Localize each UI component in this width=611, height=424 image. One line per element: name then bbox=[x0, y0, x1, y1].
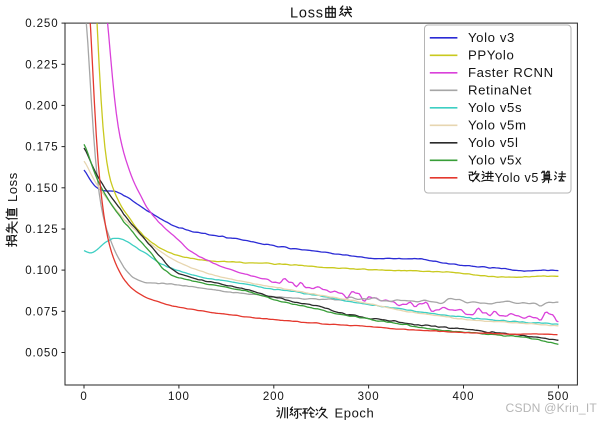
svg-text:500: 500 bbox=[547, 391, 569, 403]
svg-text:Loss: Loss bbox=[290, 6, 324, 22]
svg-text:300: 300 bbox=[358, 391, 380, 403]
svg-text:Yolo v5s: Yolo v5s bbox=[468, 100, 522, 115]
svg-text:Yolo v5: Yolo v5 bbox=[495, 171, 539, 185]
svg-text:200: 200 bbox=[263, 391, 285, 403]
svg-text:0: 0 bbox=[80, 391, 87, 403]
svg-text:100: 100 bbox=[168, 391, 190, 403]
svg-text:0.150: 0.150 bbox=[25, 183, 58, 195]
svg-text:Loss: Loss bbox=[5, 172, 20, 202]
svg-text:RetinaNet: RetinaNet bbox=[468, 83, 532, 98]
svg-text:0.050: 0.050 bbox=[25, 348, 58, 360]
svg-text:Yolo v5m: Yolo v5m bbox=[468, 118, 527, 133]
svg-text:0.125: 0.125 bbox=[25, 224, 58, 236]
svg-text:Yolo v5x: Yolo v5x bbox=[468, 153, 522, 168]
svg-text:0.075: 0.075 bbox=[25, 306, 58, 318]
svg-text:CSDN @Krin_IT: CSDN @Krin_IT bbox=[506, 401, 598, 415]
svg-text:0.250: 0.250 bbox=[25, 18, 58, 30]
svg-text:0.175: 0.175 bbox=[25, 142, 58, 154]
svg-text:Epoch: Epoch bbox=[335, 406, 375, 421]
svg-text:0.225: 0.225 bbox=[25, 59, 58, 71]
svg-text:PPYolo: PPYolo bbox=[468, 48, 514, 63]
svg-text:Yolo v3: Yolo v3 bbox=[468, 30, 515, 45]
svg-text:0.100: 0.100 bbox=[25, 265, 58, 277]
svg-text:400: 400 bbox=[453, 391, 475, 403]
svg-text:0.200: 0.200 bbox=[25, 100, 58, 112]
svg-text:Faster RCNN: Faster RCNN bbox=[468, 65, 554, 80]
svg-text:Yolo v5l: Yolo v5l bbox=[468, 135, 519, 150]
